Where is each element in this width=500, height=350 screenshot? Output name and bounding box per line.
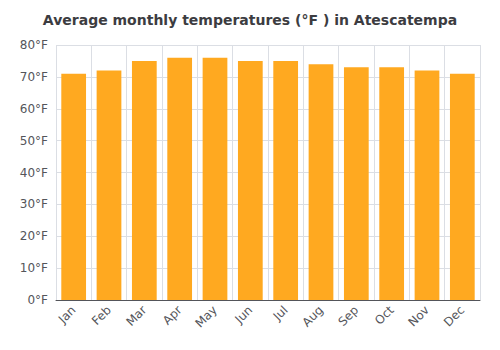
svg-text:Dec: Dec: [441, 303, 467, 329]
svg-text:Nov: Nov: [406, 303, 432, 329]
svg-text:Jul: Jul: [270, 303, 291, 324]
svg-text:10°F: 10°F: [20, 261, 48, 275]
svg-text:Apr: Apr: [160, 303, 185, 328]
svg-text:70°F: 70°F: [20, 70, 48, 84]
svg-text:0°F: 0°F: [27, 293, 48, 307]
svg-text:Oct: Oct: [372, 303, 397, 328]
svg-text:Aug: Aug: [299, 303, 325, 329]
svg-text:30°F: 30°F: [20, 197, 48, 211]
svg-text:Average monthly temperatures (: Average monthly temperatures (°F ) in At…: [43, 12, 457, 28]
svg-text:50°F: 50°F: [20, 134, 48, 148]
svg-text:May: May: [193, 303, 220, 330]
svg-text:Jan: Jan: [55, 303, 79, 327]
svg-text:60°F: 60°F: [20, 102, 48, 116]
svg-text:80°F: 80°F: [20, 38, 48, 52]
svg-text:40°F: 40°F: [20, 166, 48, 180]
svg-text:20°F: 20°F: [20, 229, 48, 243]
svg-text:Feb: Feb: [89, 303, 114, 328]
svg-text:Jun: Jun: [231, 303, 255, 327]
svg-text:Sep: Sep: [335, 303, 361, 329]
svg-text:Mar: Mar: [123, 303, 149, 329]
